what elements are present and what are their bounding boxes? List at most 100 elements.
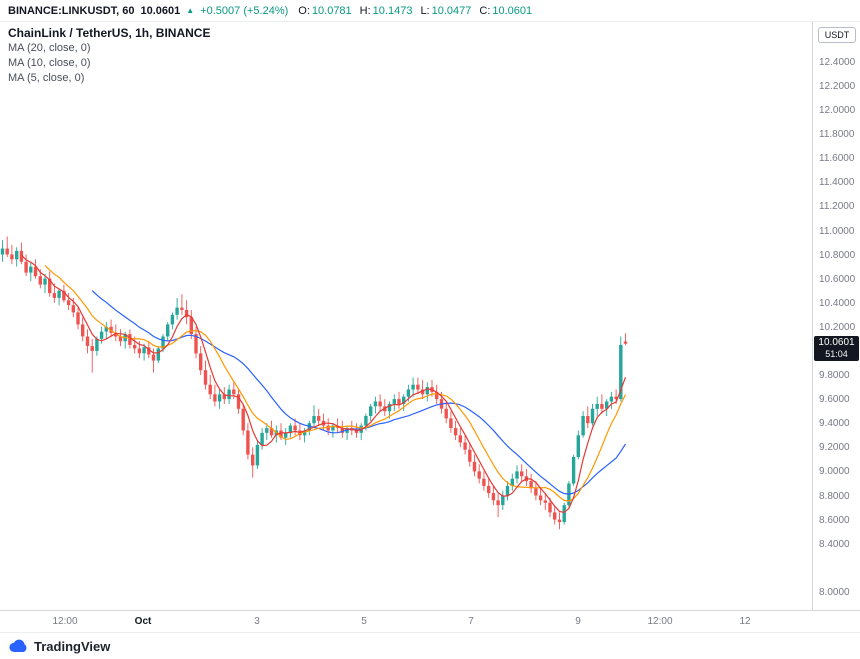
candle: [609, 391, 614, 409]
time-axis[interactable]: 12:00 Oct 3 5 7 9 12:00 12: [0, 610, 860, 632]
chart-legend: ChainLink / TetherUS, 1h, BINANCE MA (20…: [8, 26, 210, 86]
candle: [19, 242, 24, 265]
candle: [505, 481, 510, 501]
candle: [543, 493, 547, 510]
candle: [251, 447, 255, 478]
legend-symbol-title[interactable]: ChainLink / TetherUS, 1h, BINANCE: [8, 26, 211, 40]
price-axis-label: 10.8000: [819, 249, 856, 261]
candle: [24, 254, 28, 277]
candle: [605, 399, 609, 416]
candle: [255, 440, 260, 469]
close-label: C:: [479, 4, 491, 17]
price-axis-label: 11.4000: [819, 177, 855, 189]
candle: [312, 405, 316, 429]
candle: [180, 294, 184, 315]
candle: [29, 261, 33, 282]
candle: [213, 384, 217, 407]
price-axis[interactable]: USDT 12.4000 12.2000 12.0000 11.8000 11.6000…: [812, 22, 860, 610]
candle: [548, 497, 552, 518]
time-axis-label: 7: [468, 616, 474, 627]
last-price: 10.0601: [140, 4, 181, 17]
candle: [43, 273, 47, 294]
candlestick-chart[interactable]: [0, 22, 812, 610]
ohlc-values: O: 10.0781 H: 10.1473 L: 10.0477 C: 10.0601: [298, 5, 532, 17]
currency-toggle-button[interactable]: USDT: [818, 27, 856, 43]
candle: [156, 346, 160, 363]
candle: [416, 377, 420, 395]
candle: [62, 284, 66, 303]
candle: [227, 384, 231, 404]
candle: [515, 465, 519, 484]
time-axis-label: 12:00: [52, 616, 78, 627]
price-axis-label: 11.0000: [819, 225, 855, 237]
candle: [444, 401, 448, 424]
chart-area: ChainLink / TetherUS, 1h, BINANCE MA (20…: [0, 22, 860, 610]
candle: [0, 240, 5, 262]
time-axis-label: 12:00: [647, 616, 673, 627]
candle: [378, 394, 382, 412]
candle: [5, 236, 9, 257]
candle: [487, 478, 491, 498]
high-value: 10.1473: [372, 4, 413, 17]
candle: [581, 411, 585, 438]
candle: [265, 423, 269, 441]
candle: [90, 338, 94, 373]
candle: [10, 244, 14, 265]
price-axis-label: 9.4000: [819, 418, 850, 430]
symbol-name[interactable]: BINANCE:LINKUSDT, 60: [8, 4, 135, 17]
open-label: O:: [298, 4, 310, 17]
candle: [166, 322, 170, 341]
candle: [269, 420, 274, 438]
candle: [524, 469, 529, 486]
price-axis-label: 12.2000: [819, 80, 856, 92]
candle: [48, 271, 52, 297]
candle: [15, 247, 19, 267]
candle: [175, 297, 179, 320]
candle: [184, 300, 189, 325]
candle: [118, 329, 123, 347]
legend-ma5[interactable]: MA (5, close, 0): [8, 72, 85, 84]
price-axis-label: 9.6000: [819, 394, 850, 406]
candle: [435, 384, 439, 404]
candle: [284, 428, 288, 445]
candle: [288, 423, 293, 438]
candle: [449, 411, 453, 433]
candle: [208, 375, 212, 400]
candle: [600, 394, 604, 414]
close-value: 10.0601: [492, 4, 533, 17]
candle: [85, 329, 90, 354]
price-axis-label: 9.8000: [819, 370, 850, 381]
low-label: L:: [420, 4, 430, 17]
candle: [199, 346, 203, 375]
candle: [590, 404, 595, 426]
tradingview-brand[interactable]: TradingView: [34, 638, 111, 654]
candle: [369, 404, 373, 421]
tradingview-logo-icon: [9, 639, 27, 652]
candle: [392, 394, 396, 412]
candle: [345, 425, 349, 441]
last-price-badge-value: 10.0601: [818, 336, 855, 348]
candle: [510, 473, 514, 491]
time-axis-label: 9: [575, 616, 581, 627]
candle: [458, 428, 462, 448]
last-price-badge: 10.0601 51:04: [814, 335, 859, 361]
legend-ma10[interactable]: MA (10, close, 0): [8, 57, 91, 69]
candle: [340, 420, 344, 438]
time-axis-label: 12: [739, 616, 751, 627]
legend-ma20[interactable]: MA (20, close, 0): [8, 42, 91, 54]
candle: [623, 333, 628, 346]
high-label: H:: [359, 4, 371, 17]
candle: [203, 360, 208, 390]
time-axis-label: 3: [254, 616, 260, 627]
candle: [562, 502, 566, 525]
footer-bar: TradingView: [0, 632, 860, 659]
candle: [463, 435, 467, 455]
candle: [453, 420, 458, 441]
candle: [170, 312, 175, 330]
chart-plot-pane[interactable]: ChainLink / TetherUS, 1h, BINANCE MA (20…: [0, 22, 812, 610]
candle: [133, 336, 137, 354]
candle: [491, 485, 496, 506]
price-axis-label: 9.2000: [819, 442, 850, 454]
candle: [76, 307, 80, 330]
price-axis-label: 11.8000: [819, 129, 855, 141]
